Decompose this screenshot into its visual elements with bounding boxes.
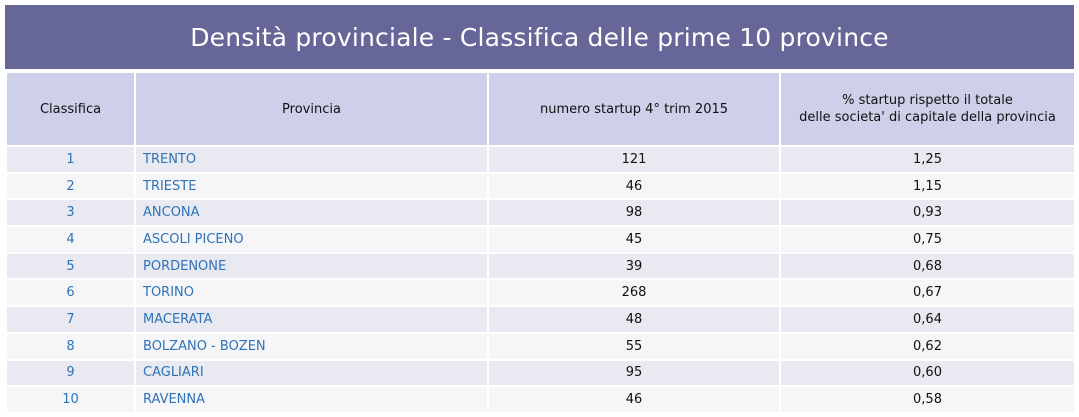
table-row: 3 ANCONA 98 0,93 xyxy=(5,199,1076,228)
startups-cell: 98 xyxy=(487,199,781,228)
table-body: 1 TRENTO 121 1,25 2 TRIESTE 46 1,15 3 AN… xyxy=(5,146,1076,414)
table-row: 2 TRIESTE 46 1,15 xyxy=(5,172,1076,201)
ranking-table: Classifica Provincia numero startup 4° t… xyxy=(5,71,1076,414)
percent-cell: 0,68 xyxy=(779,252,1076,281)
table-row: 10 RAVENNA 46 0,58 xyxy=(5,386,1076,414)
header-rank: Classifica xyxy=(5,71,136,147)
percent-cell: 0,75 xyxy=(779,226,1076,254)
table-row: 4 ASCOLI PICENO 45 0,75 xyxy=(5,226,1076,254)
percent-cell: 1,25 xyxy=(779,146,1076,174)
rank-cell: 7 xyxy=(5,306,136,334)
header-province: Provincia xyxy=(134,71,489,147)
header-percent: % startup rispetto il totale delle socie… xyxy=(779,71,1076,147)
percent-cell: 0,64 xyxy=(779,306,1076,334)
rank-cell: 10 xyxy=(5,386,136,414)
rank-cell: 5 xyxy=(5,252,136,281)
header-percent-line1: % startup rispetto il totale xyxy=(842,93,1013,108)
province-cell: ANCONA xyxy=(134,199,489,228)
startups-cell: 39 xyxy=(487,252,781,281)
percent-cell: 0,60 xyxy=(779,359,1076,388)
province-cell: RAVENNA xyxy=(134,386,489,414)
startups-cell: 55 xyxy=(487,332,781,361)
slide-title: Densità provinciale - Classifica delle p… xyxy=(5,5,1074,69)
startups-cell: 48 xyxy=(487,306,781,334)
province-cell: ASCOLI PICENO xyxy=(134,226,489,254)
startups-cell: 45 xyxy=(487,226,781,254)
rank-cell: 6 xyxy=(5,279,136,308)
percent-cell: 0,62 xyxy=(779,332,1076,361)
rank-cell: 1 xyxy=(5,146,136,174)
startups-cell: 46 xyxy=(487,172,781,201)
percent-cell: 0,67 xyxy=(779,279,1076,308)
province-cell: MACERATA xyxy=(134,306,489,334)
table-row: 8 BOLZANO - BOZEN 55 0,62 xyxy=(5,332,1076,361)
rank-cell: 8 xyxy=(5,332,136,361)
rank-cell: 3 xyxy=(5,199,136,228)
province-cell: PORDENONE xyxy=(134,252,489,281)
rank-cell: 2 xyxy=(5,172,136,201)
startups-cell: 121 xyxy=(487,146,781,174)
table-row: 5 PORDENONE 39 0,68 xyxy=(5,252,1076,281)
percent-cell: 1,15 xyxy=(779,172,1076,201)
percent-cell: 0,93 xyxy=(779,199,1076,228)
province-cell: CAGLIARI xyxy=(134,359,489,388)
province-cell: BOLZANO - BOZEN xyxy=(134,332,489,361)
table-header-row: Classifica Provincia numero startup 4° t… xyxy=(5,71,1076,147)
province-cell: TRIESTE xyxy=(134,172,489,201)
table-row: 1 TRENTO 121 1,25 xyxy=(5,146,1076,174)
province-cell: TORINO xyxy=(134,279,489,308)
startups-cell: 46 xyxy=(487,386,781,414)
province-cell: TRENTO xyxy=(134,146,489,174)
percent-cell: 0,58 xyxy=(779,386,1076,414)
table-row: 9 CAGLIARI 95 0,60 xyxy=(5,359,1076,388)
header-percent-line2: delle societa' di capitale della provinc… xyxy=(799,110,1056,125)
header-startups: numero startup 4° trim 2015 xyxy=(487,71,781,147)
startups-cell: 95 xyxy=(487,359,781,388)
startups-cell: 268 xyxy=(487,279,781,308)
table-row: 6 TORINO 268 0,67 xyxy=(5,279,1076,308)
table-row: 7 MACERATA 48 0,64 xyxy=(5,306,1076,334)
rank-cell: 4 xyxy=(5,226,136,254)
rank-cell: 9 xyxy=(5,359,136,388)
